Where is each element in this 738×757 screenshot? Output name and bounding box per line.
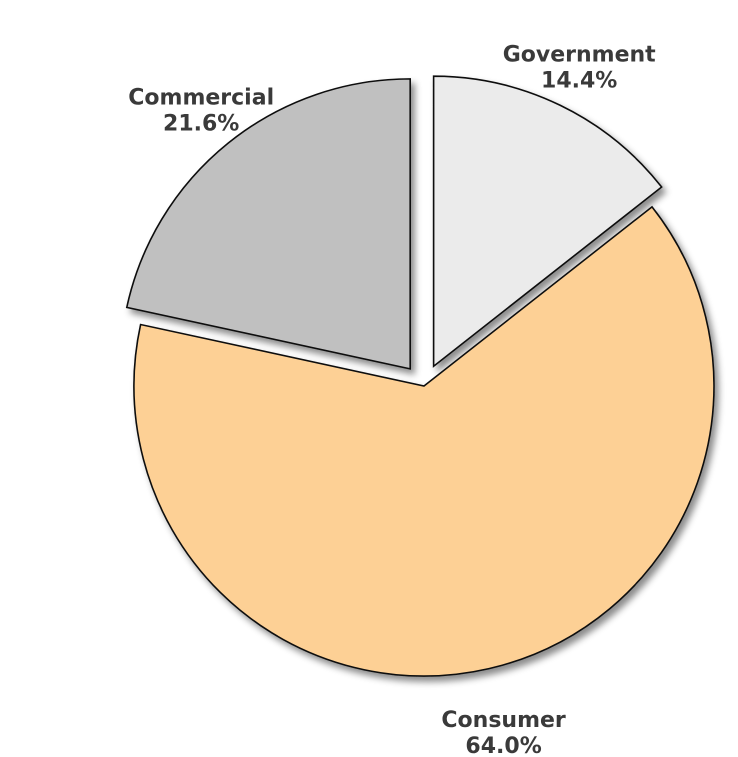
slice-label-name: Consumer: [441, 708, 566, 733]
slice-label-value: 14.4%: [541, 69, 617, 94]
slice-label-name: Government: [503, 43, 656, 68]
slice-label-value: 21.6%: [163, 112, 239, 137]
pie-slice-government: [432, 75, 663, 368]
slice-label-name: Commercial: [128, 86, 274, 111]
slice-label-value: 64.0%: [465, 734, 541, 757]
pie-slices: [125, 75, 715, 677]
pie-slice-commercial: [125, 78, 411, 370]
pie-slice-consumer: [133, 205, 715, 677]
